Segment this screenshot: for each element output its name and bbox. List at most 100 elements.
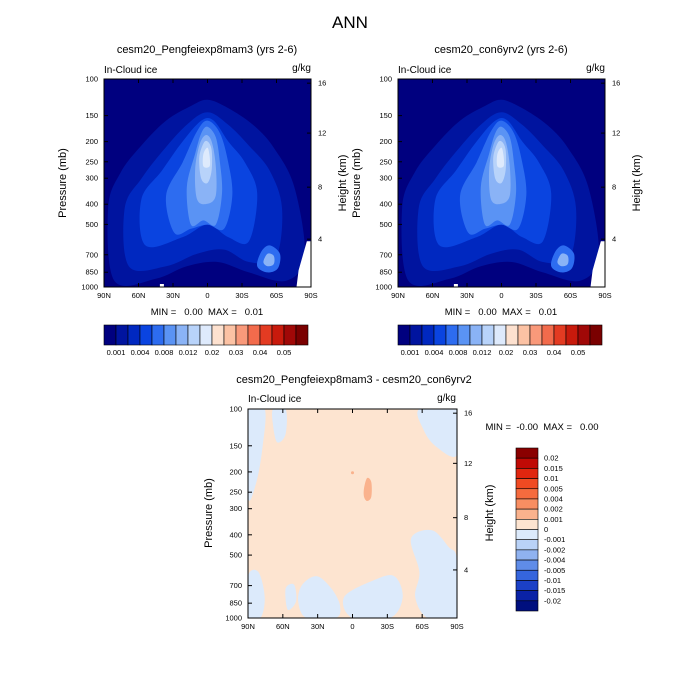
x-tick-label: 0 [205,291,209,300]
contour-fill-negative [298,576,341,618]
x-tick-label: 90S [450,622,463,631]
colorbar-swatch [565,324,579,346]
colorbar-swatch [175,324,189,346]
y-tick-label: 300 [379,174,392,183]
panel-3-units: g/kg [437,393,456,404]
colorbar-swatch [259,324,273,346]
panel-1: cesm20_Pengfeiexp8mam3 (yrs 2-6) In-Clou… [57,44,349,357]
y-tick-label: 850 [229,599,242,608]
colorbar-swatch [515,478,539,490]
x-tick-label: 60S [564,291,577,300]
panel-1-ylabel: Pressure (mb) [57,148,69,218]
panel-2-title: cesm20_con6yrv2 (yrs 2-6) [434,44,567,56]
y-right-tick-label: 8 [612,183,616,192]
colorbar-label: 0.012 [473,348,492,357]
colorbar-swatch [103,324,117,346]
panel-3-stats: MIN = -0.00 MAX = 0.00 [486,422,599,433]
colorbar-label: 0.015 [544,464,563,473]
colorbar-swatch [515,590,539,602]
colorbar-swatch [445,324,459,346]
y-tick-label: 200 [379,137,392,146]
colorbar-label: 0.008 [449,348,468,357]
x-tick-label: 90S [304,291,317,300]
colorbar-swatch [493,324,507,346]
colorbar-swatch [211,324,225,346]
panel-2-variable: In-Cloud ice [398,65,452,76]
contour-fill-positive [351,471,354,475]
colorbar-swatch [139,324,153,346]
colorbar-label: 0.04 [547,348,562,357]
y-right-tick-label: 8 [464,513,468,522]
contour-fill-negative [285,583,297,611]
colorbar-label: 0.04 [253,348,268,357]
y-tick-label: 100 [85,75,98,84]
y-right-tick-label: 16 [464,409,472,418]
colorbar-swatch [421,324,435,346]
colorbar-swatch [541,324,555,346]
colorbar-swatch [409,324,423,346]
colorbar-swatch [515,508,539,520]
colorbar-swatch [127,324,141,346]
contour-layer [398,79,605,287]
panel-3: cesm20_Pengfeiexp8mam3 - cesm20_con6yrv2… [203,374,599,631]
y-right-tick-label: 12 [464,459,472,468]
figure-title: ANN [332,13,368,32]
colorbar-swatch [247,324,261,346]
colorbar-swatch [115,324,129,346]
colorbar-label: 0.004 [131,348,150,357]
panel-2-ylabel-right: Height (km) [631,155,643,212]
contour-layer [248,409,457,618]
panel-3-title: cesm20_Pengfeiexp8mam3 - cesm20_con6yrv2 [236,374,471,386]
y-tick-label: 300 [85,174,98,183]
y-tick-label: 300 [229,504,242,513]
colorbar-label: 0.005 [544,484,563,493]
panel-3-ylabel-right: Height (km) [484,485,496,542]
y-right-tick-label: 8 [318,183,322,192]
panel-1-units: g/kg [292,63,311,74]
y-right-tick-label: 4 [318,235,322,244]
y-tick-label: 150 [85,111,98,120]
x-tick-label: 30N [166,291,180,300]
colorbar-label: 0.03 [229,348,244,357]
x-tick-label: 30N [460,291,474,300]
colorbar-label: 0.02 [205,348,220,357]
y-right-tick-label: 4 [612,235,616,244]
x-tick-label: 30S [381,622,394,631]
panel-1-title: cesm20_Pengfeiexp8mam3 (yrs 2-6) [117,44,297,56]
panel-2-stats: MIN = 0.00 MAX = 0.01 [445,307,557,318]
panel-2-ylabel: Pressure (mb) [351,148,363,218]
colorbar-label: 0.002 [544,505,563,514]
y-right-tick-label: 12 [318,129,326,138]
colorbar-label: -0.015 [544,586,565,595]
colorbar-label: 0.004 [425,348,444,357]
x-tick-label: 90N [241,622,255,631]
y-tick-label: 1000 [81,283,98,292]
contour-fill-negative [248,569,265,618]
y-tick-label: 200 [229,467,242,476]
y-tick-label: 400 [229,530,242,539]
colorbar-swatch [505,324,519,346]
panel-2-colorbar: 0.001 0.004 0.008 0.012 0.02 0.03 0.04 0.05 [397,324,603,357]
y-right-tick-label: 16 [318,79,326,88]
y-right-tick-label: 4 [464,565,468,574]
colorbar-swatch [457,324,471,346]
colorbar-swatch [515,447,539,459]
y-tick-label: 250 [229,488,242,497]
colorbar-swatch [283,324,297,346]
colorbar-swatch [553,324,567,346]
colorbar-swatch [469,324,483,346]
x-tick-label: 60N [276,622,290,631]
y-tick-label: 200 [85,137,98,146]
x-tick-label: 60N [132,291,146,300]
y-tick-label: 250 [85,157,98,166]
colorbar-swatch [433,324,447,346]
colorbar-swatch [397,324,411,346]
y-right-tick-label: 12 [612,129,620,138]
panel-3-ylabel: Pressure (mb) [203,478,215,548]
y-tick-label: 100 [229,405,242,414]
colorbar-swatch [577,324,591,346]
colorbar-label: 0.001 [544,515,563,524]
colorbar-label: 0.02 [499,348,514,357]
colorbar-label: 0 [544,525,548,534]
